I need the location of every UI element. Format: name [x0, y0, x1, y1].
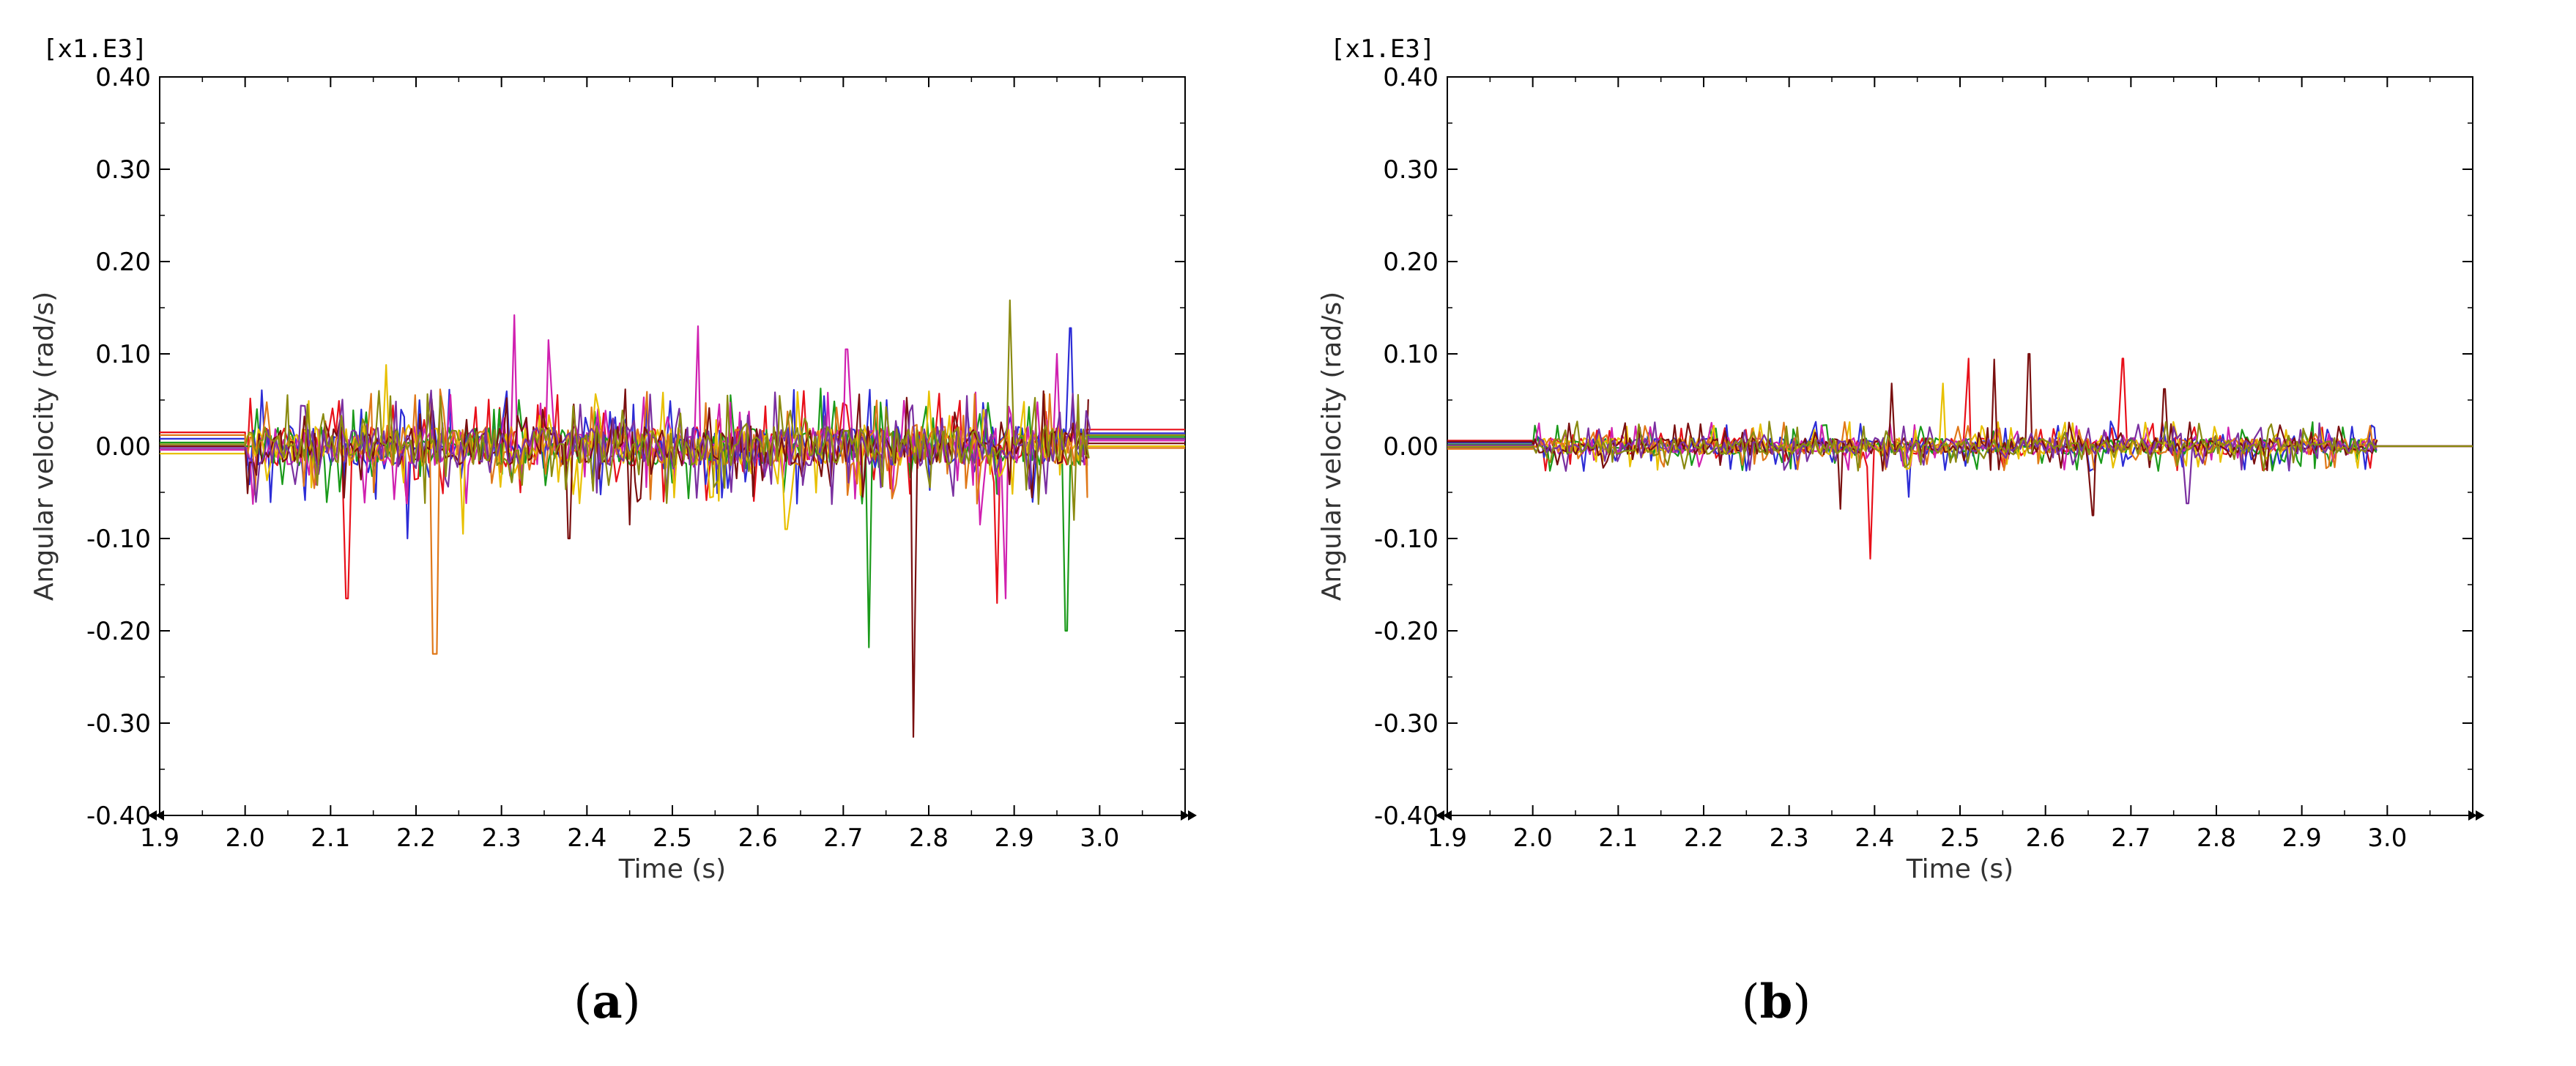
y-tick-label: -0.40	[86, 802, 151, 831]
x-tick-label: 2.5	[653, 823, 692, 853]
x-tick-label: 2.8	[2197, 823, 2236, 853]
series-line-7	[1447, 352, 2473, 517]
x-tick-label: 2.9	[995, 823, 1034, 853]
y-tick-label: -0.20	[86, 617, 151, 646]
y-tick-label: -0.20	[1374, 617, 1439, 646]
x-tick-label: 2.8	[909, 823, 949, 853]
x-tick-label: 2.6	[738, 823, 778, 853]
y-tick-label: -0.40	[1374, 802, 1439, 831]
x-axis-right-arrow	[2468, 810, 2484, 821]
panel-b-caption: (b)	[1741, 974, 1811, 1029]
y-axis-label: Angular velocity (rad/s)	[29, 292, 59, 601]
x-axis-left-arrow	[1436, 810, 1452, 821]
x-tick-label: 2.2	[1684, 823, 1723, 853]
y-tick-label: -0.10	[86, 525, 151, 554]
x-tick-label: 2.0	[1513, 823, 1553, 853]
series-group	[160, 299, 1185, 738]
x-tick-label: 2.3	[1770, 823, 1809, 853]
x-tick-label: 1.9	[140, 823, 179, 853]
x-tick-label: 2.1	[1598, 823, 1638, 853]
panel-b: [x1.E3] 0.40 0.30 0.20 0.10 0.00 -0.10 -0.20 -0.…	[1288, 0, 2575, 1066]
x-tick-label: 1.9	[1428, 823, 1467, 853]
y-tick-label: 0.00	[1383, 432, 1439, 462]
x-tick-label: 2.5	[1940, 823, 1980, 853]
y-tick-label: -0.10	[1374, 525, 1439, 554]
panel-a: [x1.E3] 0.40 0.30 0.20 0.10 0.00 -0.10 -0.20 -0.…	[29, 34, 1197, 1029]
x-tick-label: 2.3	[482, 823, 521, 853]
x-tick-label: 2.7	[2111, 823, 2150, 853]
x-axis-label: Time (s)	[1906, 854, 2013, 884]
y-axis-label: Angular velocity (rad/s)	[1317, 292, 1347, 601]
x-axis-right-arrow	[1181, 810, 1197, 821]
y-tick-label: 0.10	[95, 340, 151, 369]
y-tick-label: 0.40	[95, 63, 151, 92]
y-tick-label: 0.40	[1383, 63, 1439, 92]
x-tick-label: 2.7	[823, 823, 863, 853]
x-axis-label: Time (s)	[618, 854, 726, 884]
x-axis-left-arrow	[148, 810, 164, 821]
y-tick-label: 0.00	[95, 432, 151, 462]
y-tick-label: 0.30	[1383, 155, 1439, 185]
y-tick-label: 0.30	[95, 155, 151, 185]
y-tick-label: 0.10	[1383, 340, 1439, 369]
x-tick-label: 2.0	[226, 823, 265, 853]
chart-a: [x1.E3]0.40 0.30 0.20 0.10 0.00 -0.10 -0.20 -0.…	[29, 34, 1197, 884]
y-tick-label: 0.20	[1383, 248, 1439, 277]
panel-a-caption: (a)	[574, 974, 641, 1029]
y-tick-label: 0.20	[95, 248, 151, 277]
y-tick-label: -0.30	[86, 709, 151, 739]
x-tick-label: 2.2	[396, 823, 436, 853]
x-tick-label: 3.0	[1080, 823, 1119, 853]
x-tick-label: 2.9	[2282, 823, 2322, 853]
series-group	[1447, 352, 2473, 560]
x-tick-label: 2.4	[1855, 823, 1894, 853]
scale-label: [x1.E3]	[42, 34, 147, 64]
chart-b: [x1.E3]0.40 0.30 0.20 0.10 0.00 -0.10 -0.20 -0.…	[1317, 34, 2484, 884]
x-tick-label: 2.4	[567, 823, 606, 853]
x-tick-label: 3.0	[2367, 823, 2407, 853]
y-tick-label: -0.30	[1374, 709, 1439, 739]
x-tick-label: 2.1	[311, 823, 350, 853]
series-line-9	[1447, 421, 2473, 472]
series-line-9	[160, 299, 1185, 521]
scale-label: [x1.E3]	[1330, 34, 1435, 64]
x-tick-label: 2.6	[2026, 823, 2065, 853]
